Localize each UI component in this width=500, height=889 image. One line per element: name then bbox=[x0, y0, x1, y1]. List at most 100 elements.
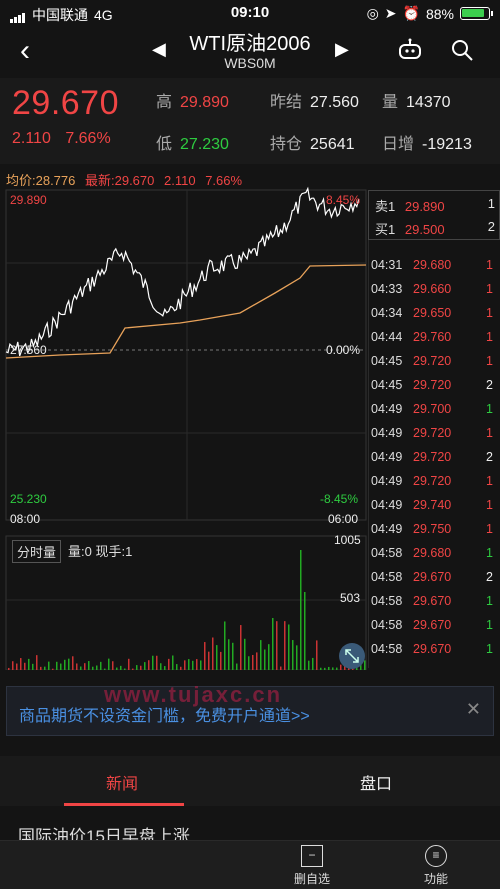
contract-code: WBS0M bbox=[224, 55, 276, 71]
trade-row: 04:49 29.720 1 bbox=[369, 474, 500, 498]
fullscreen-icon[interactable] bbox=[339, 643, 365, 669]
banner-text[interactable]: 商品期货不设资金门槛，免费开户通道>> bbox=[19, 708, 310, 725]
volume-bar bbox=[232, 642, 234, 670]
trade-price: 29.720 bbox=[413, 450, 452, 464]
volume-bar bbox=[296, 645, 298, 670]
price-line bbox=[5, 186, 360, 357]
trade-time: 04:49 bbox=[371, 402, 403, 416]
volume-max-label: 1005 bbox=[334, 533, 361, 547]
volume-bar bbox=[216, 645, 218, 670]
trade-price: 29.720 bbox=[413, 474, 452, 488]
tab-orderbook[interactable]: 盘口 bbox=[360, 776, 393, 793]
volume-bar bbox=[108, 658, 110, 670]
network-type: 4G bbox=[94, 7, 113, 23]
y-top-pct: 8.45% bbox=[326, 193, 361, 207]
volume-bar bbox=[84, 663, 86, 670]
volume-bar bbox=[200, 660, 202, 670]
volume-bar bbox=[332, 667, 334, 670]
trade-time: 04:45 bbox=[371, 354, 403, 368]
trade-price: 29.650 bbox=[413, 306, 452, 320]
low-label: 低 bbox=[156, 136, 173, 153]
volume-bar bbox=[320, 667, 322, 670]
contract-title: WTI原油2006 bbox=[189, 33, 311, 55]
volume-bar bbox=[140, 665, 142, 670]
back-button[interactable]: ‹ bbox=[20, 34, 30, 67]
search-icon[interactable] bbox=[450, 38, 474, 62]
volume-section-label[interactable]: 分时量 bbox=[12, 540, 62, 563]
trade-price: 29.670 bbox=[413, 642, 452, 656]
trade-qty: 1 bbox=[486, 402, 493, 416]
volume-bar bbox=[160, 663, 162, 670]
close-icon[interactable]: ✕ bbox=[465, 699, 481, 719]
battery-icon bbox=[460, 7, 493, 20]
trade-time: 04:58 bbox=[371, 642, 403, 656]
trade-qty: 1 bbox=[486, 522, 493, 536]
trade-time: 04:45 bbox=[371, 378, 403, 392]
trade-price: 29.660 bbox=[413, 282, 452, 296]
trade-qty: 1 bbox=[486, 330, 493, 344]
y-bottom-pct: -8.45% bbox=[320, 492, 359, 506]
function-button[interactable]: ≡ 功能 bbox=[406, 845, 466, 887]
trade-ticker-list[interactable]: 04:31 29.680 1 04:33 29.660 1 04:34 29.650 1 04:4… bbox=[368, 190, 500, 668]
volume-bar bbox=[224, 621, 226, 670]
volume-bar bbox=[24, 662, 26, 670]
volume-bar bbox=[124, 668, 126, 670]
volume-bar bbox=[68, 658, 70, 670]
trade-price: 29.740 bbox=[413, 498, 452, 512]
volume-bar bbox=[112, 661, 114, 670]
low-value: 27.230 bbox=[180, 136, 229, 153]
volume-bar bbox=[20, 658, 22, 670]
volume-bar bbox=[136, 665, 138, 670]
volume-value: 14370 bbox=[406, 94, 451, 111]
watermark: www.tujaxc.cn bbox=[104, 682, 283, 707]
chart-legend: 均价:28.776 最新:29.670 2.110 7.66% bbox=[6, 170, 248, 189]
battery-percent: 88% bbox=[425, 5, 454, 22]
volume-bar bbox=[76, 663, 78, 670]
volume-bar bbox=[148, 660, 150, 670]
volume-bar bbox=[168, 658, 170, 670]
prev-settle-label: 昨结 bbox=[270, 94, 303, 111]
latest-change-label: 2.110 bbox=[164, 173, 196, 188]
trade-row: 04:31 29.680 1 bbox=[369, 258, 500, 282]
daily-change-value: -19213 bbox=[422, 136, 472, 153]
open-interest-field: 持仓 25641 bbox=[270, 130, 355, 154]
volume-bar bbox=[240, 625, 242, 670]
volume-label: 量 bbox=[382, 94, 399, 111]
volume-bar bbox=[116, 667, 118, 670]
prev-contract-button[interactable]: ◀ bbox=[152, 39, 166, 59]
intraday-chart[interactable] bbox=[0, 168, 368, 670]
x-start-label: 08:00 bbox=[10, 512, 41, 526]
latest-pct-label: 7.66% bbox=[205, 173, 243, 188]
next-contract-button[interactable]: ▶ bbox=[335, 39, 349, 59]
trade-time: 04:58 bbox=[371, 618, 403, 632]
trade-row: 04:49 29.700 1 bbox=[369, 402, 500, 426]
trade-price: 29.720 bbox=[413, 426, 452, 440]
y-bottom-label: 25.230 bbox=[10, 492, 47, 506]
x-end-label: 06:00 bbox=[328, 512, 359, 526]
ad-banner[interactable]: 商品期货不设资金门槛，免费开户通道>> ✕ bbox=[6, 686, 494, 736]
trade-price: 29.670 bbox=[413, 570, 452, 584]
trade-qty: 1 bbox=[486, 426, 493, 440]
trade-row: 04:49 29.750 1 bbox=[369, 522, 500, 546]
volume-bar bbox=[256, 652, 258, 670]
clock: 09:10 bbox=[230, 4, 270, 21]
open-interest-label: 持仓 bbox=[270, 136, 303, 153]
lock-rotation-icon: ◎ bbox=[366, 5, 379, 21]
tab-news[interactable]: 新闻 bbox=[106, 776, 139, 793]
prev-settle-field: 昨结 27.560 bbox=[270, 88, 359, 112]
alarm-icon: ⏰ bbox=[402, 5, 420, 21]
volume-bars bbox=[8, 550, 366, 670]
volume-bar bbox=[16, 663, 18, 670]
volume-bar bbox=[64, 659, 66, 670]
trade-time: 04:58 bbox=[371, 546, 403, 560]
volume-bar bbox=[280, 666, 282, 670]
menu-circle-icon: ≡ bbox=[425, 845, 447, 867]
volume-bar bbox=[244, 638, 246, 670]
bid-row: 买1 29.500 2 bbox=[375, 219, 495, 238]
trade-qty: 1 bbox=[486, 354, 493, 368]
volume-bar bbox=[40, 666, 42, 670]
robot-icon[interactable] bbox=[398, 38, 422, 60]
high-value: 29.890 bbox=[180, 94, 229, 111]
delete-watchlist-button[interactable]: − 删自选 bbox=[282, 845, 342, 887]
trade-qty: 1 bbox=[486, 306, 493, 320]
